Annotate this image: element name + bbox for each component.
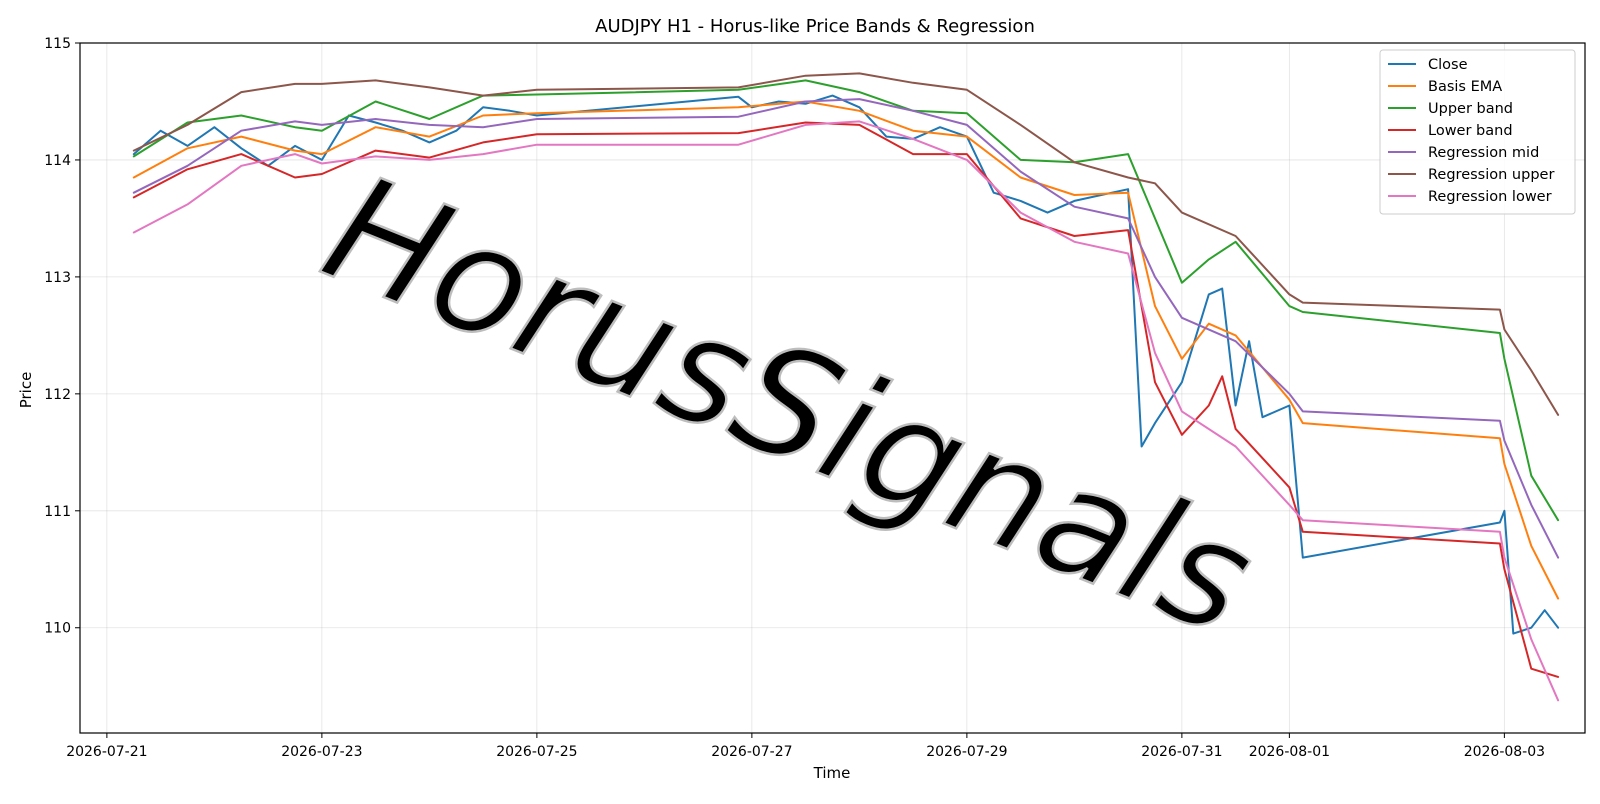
y-tick-label: 115: [44, 36, 71, 52]
x-tick-label: 2026-07-31: [1141, 744, 1222, 760]
x-tick-label: 2026-07-21: [66, 744, 147, 760]
y-tick-label: 110: [44, 621, 71, 637]
legend-label-regression-upper: Regression upper: [1428, 167, 1554, 183]
x-tick-label: 2026-07-27: [711, 744, 792, 760]
legend-label-lower-band: Lower band: [1428, 123, 1513, 139]
series-line-upper-band: [132, 79, 1560, 522]
legend-box: [1379, 49, 1576, 215]
series-line-regression-lower: [132, 120, 1560, 702]
y-tick-label: 111: [44, 504, 71, 520]
series-line-basis-ema: [132, 100, 1560, 600]
plot-frame: [79, 42, 1586, 734]
x-tick-label: 2026-07-29: [926, 744, 1007, 760]
legend-label-regression-mid: Regression mid: [1428, 145, 1539, 161]
x-axis-label: Time: [813, 764, 851, 782]
legend: Close Basis EMA Upper band Lower band Regres…: [1379, 49, 1576, 215]
y-tick-label: 113: [44, 270, 71, 286]
y-tick-label: 114: [44, 153, 71, 169]
series-line-regression-upper: [132, 72, 1560, 416]
series-line-regression-mid: [132, 98, 1560, 559]
y-tick-label: 112: [44, 387, 71, 403]
y-axis-label: Price: [17, 372, 35, 409]
legend-label-upper-band: Upper band: [1428, 101, 1513, 117]
x-tick-label: 2026-08-03: [1464, 744, 1545, 760]
x-tick-label: 2026-07-25: [496, 744, 577, 760]
legend-label-regression-lower: Regression lower: [1428, 189, 1552, 205]
chart-title: AUDJPY H1 - Horus-like Price Bands & Reg…: [595, 16, 1035, 37]
x-tick-label: 2026-08-01: [1249, 744, 1330, 760]
x-tick-label: 2026-07-23: [281, 744, 362, 760]
legend-label-basis-ema: Basis EMA: [1428, 79, 1502, 95]
legend-label-close: Close: [1428, 57, 1468, 73]
